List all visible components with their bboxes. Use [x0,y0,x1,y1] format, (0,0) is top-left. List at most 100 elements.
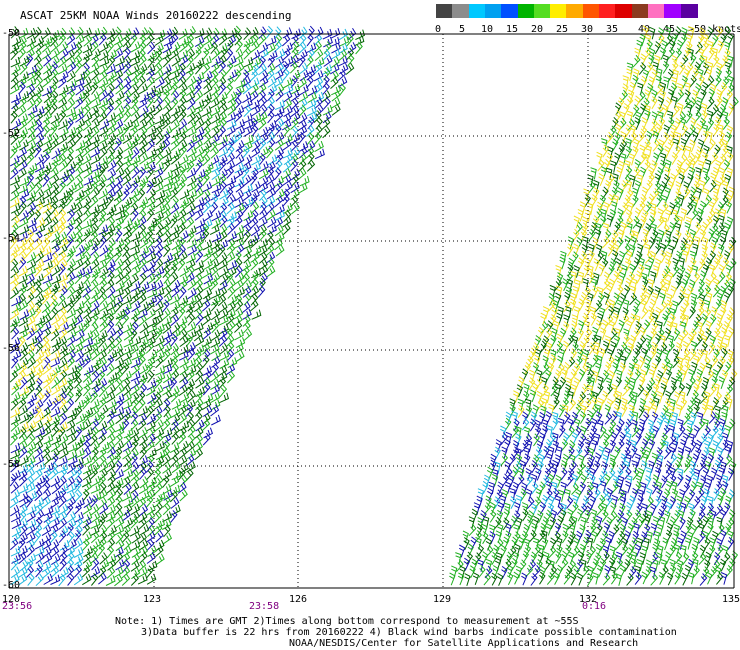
wind-barb [716,291,724,305]
wind-barb [673,165,682,179]
wind-barb [275,132,285,144]
wind-barb [82,551,92,564]
wind-barb [298,112,308,125]
wind-barb [163,252,174,264]
wind-barb [11,553,22,564]
wind-barb [66,223,74,236]
wind-barb [130,180,139,194]
wind-barb [634,116,641,131]
wind-barb [178,344,189,356]
wind-barb [283,105,293,118]
wind-barb [123,265,132,279]
wind-barb [637,82,644,95]
note-line-1: Note: 1) Times are GMT 2)Times along bot… [115,616,579,627]
wind-barb [90,33,99,47]
wind-barb [131,166,140,179]
wind-barb [155,132,164,146]
wind-barb [34,433,44,446]
wind-barb [9,496,19,509]
wind-barb [26,243,35,257]
wind-barb [43,280,52,293]
wind-barb [218,138,228,151]
wind-barb [90,243,99,256]
wind-barb [83,559,93,572]
wind-barb [91,461,101,475]
wind-barb [155,118,165,130]
wind-barb [249,90,259,103]
wind-barb [83,271,91,285]
wind-barb [553,390,560,404]
wind-barb [91,362,101,375]
wind-barb [210,175,221,187]
wind-barb [203,132,212,145]
wind-barb [145,495,154,508]
wind-barb [218,54,227,67]
wind-barb [202,279,213,291]
wind-barb [624,159,631,173]
wind-barb [656,348,663,362]
wind-barb [27,224,38,236]
lat-label-50: -50 [2,28,20,39]
wind-barb [561,530,569,544]
wind-barb [171,425,180,438]
wind-barb [105,418,115,431]
wind-barb [677,102,684,116]
wind-barb [146,68,155,82]
wind-barb [186,167,197,179]
wind-barb [57,133,68,145]
wind-barb [50,138,59,151]
wind-barb [715,95,723,109]
wind-barb [185,195,195,208]
wind-barb [27,111,36,124]
wind-barb [193,329,203,342]
wind-barb [146,201,156,214]
wind-barb [34,446,43,459]
legend-label-30: 30 [581,24,594,35]
wind-barb [265,230,274,243]
wind-barb [297,125,308,137]
wind-barb [219,117,227,131]
wind-barb [290,89,300,102]
wind-barb [59,447,69,460]
wind-barb [695,187,703,200]
wind-barb [99,308,109,320]
wind-barb [217,364,228,377]
wind-barb [130,383,140,396]
wind-barb [90,329,100,342]
wind-barb [601,488,610,501]
wind-barb [634,453,641,466]
wind-barb [645,446,652,460]
wind-barb [106,138,115,151]
wind-barb [42,75,51,88]
wind-barb [122,559,131,572]
wind-barb [42,252,53,263]
wind-barb [50,102,58,116]
wind-barb [11,35,22,47]
wind-barb [489,509,497,523]
wind-barb [35,573,44,587]
wind-barb [163,404,171,418]
wind-barb [161,483,172,495]
wind-barb [58,33,67,46]
wind-barb [35,551,45,564]
legend-swatch [615,4,633,18]
wind-barb [67,412,77,424]
wind-barb [598,173,605,186]
wind-barb [58,397,67,410]
wind-barb [274,99,285,111]
wind-barb [67,97,76,111]
wind-barb [106,152,115,166]
legend-swatch [533,4,551,18]
wind-barb [307,151,315,165]
wind-barb [129,252,139,265]
wind-barb [193,300,204,313]
wind-barb [66,565,75,578]
wind-barb [34,454,45,466]
wind-barb [283,56,294,67]
wind-barb [11,326,20,340]
wind-barb [526,488,533,502]
wind-barb [99,320,109,333]
wind-barb [234,32,243,46]
wind-barb [648,54,655,68]
wind-barb [42,266,52,279]
